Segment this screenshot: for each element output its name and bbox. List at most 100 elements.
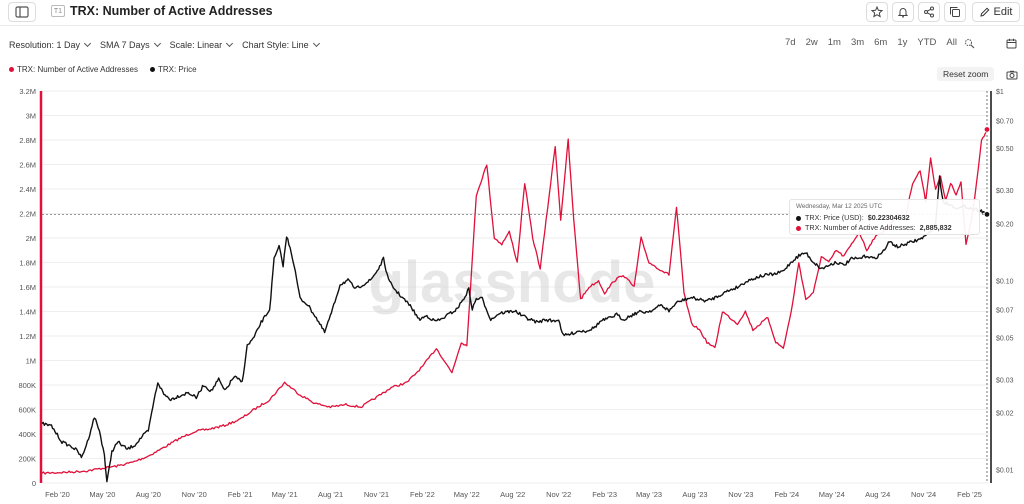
y-right-tick-label: $0.02 (996, 411, 1014, 418)
reset-zoom-button[interactable]: Reset zoom (937, 67, 995, 81)
x-tick-label: Feb '22 (410, 490, 435, 499)
y-left-tick-label: 3M (26, 112, 36, 121)
x-tick-label: May '24 (819, 490, 845, 499)
series-line-price (41, 175, 990, 483)
x-tick-label: Nov '21 (364, 490, 389, 499)
watermark: glassnode (369, 250, 656, 315)
edit-label: Edit (993, 6, 1013, 18)
share-icon[interactable] (918, 2, 940, 22)
hover-point-price (983, 211, 991, 218)
y-right-tick-label: $0.10 (996, 278, 1014, 285)
y-left-tick-label: 1.6M (19, 283, 36, 292)
x-tick-label: Nov '23 (728, 490, 753, 499)
y-right-tick-label: $0.03 (996, 377, 1014, 384)
x-tick-label: May '21 (272, 490, 298, 499)
y-left-tick-label: 1.4M (19, 308, 36, 317)
star-icon[interactable] (866, 2, 888, 22)
right-axis: $0.01 $0.02 $0.03 $0.05 $0.07 $0.10 $0.20 $0.30… (990, 89, 1014, 483)
y-right-tick-label: $0.20 (996, 221, 1014, 228)
y-left-tick-label: 400K (18, 430, 36, 439)
chevron-down-icon (84, 39, 92, 48)
chart-style-dropdown[interactable]: Chart Style: Line (242, 38, 320, 52)
chart-controls: Resolution: 1 Day SMA 7 Days Scale: Line… (9, 38, 320, 52)
top-bar: T1 TRX: Number of Active Addresses Edit (0, 0, 1024, 26)
x-tick-label: Feb '20 (45, 490, 70, 499)
tooltip-dot-addresses (796, 225, 801, 231)
y-left-tick-label: 1M (26, 357, 36, 366)
series-line-addresses (41, 129, 990, 475)
y-left-tick-label: 200K (18, 455, 36, 464)
series (41, 129, 990, 483)
left-axis: 0 200K 400K 600K 800K 1M 1.2M 1.4M 1.6M 1.8M 2M 2.2… (18, 87, 43, 488)
edit-button[interactable]: Edit (972, 2, 1020, 22)
y-right-tick-label: $0.05 (996, 335, 1014, 342)
tooltip-addr-label: TRX: Number of Active Addresses: (805, 223, 916, 232)
tooltip-addr-value: 2,885,832 (919, 223, 952, 232)
chart-legend: TRX: Number of Active Addresses TRX: Pri… (9, 65, 197, 74)
tooltip-price-value: $0.22304632 (867, 213, 910, 222)
y-left-tick-label: 2.6M (19, 161, 36, 170)
tooltip-date: Wednesday, Mar 12 2025 UTC (796, 203, 883, 210)
chart-area[interactable]: 0 200K 400K 600K 800K 1M 1.2M 1.4M 1.6M 1.8M 2M 2.2… (0, 84, 1024, 504)
y-left-tick-label: 1.8M (19, 259, 36, 268)
range-7d[interactable]: 7d (785, 37, 796, 48)
tooltip-row-addresses: TRX: Number of Active Addresses: 2,885,8… (796, 223, 973, 233)
y-left-tick-label: 800K (18, 381, 36, 390)
sma-dropdown[interactable]: SMA 7 Days (100, 38, 161, 52)
y-left-tick-label: 3.2M (19, 87, 36, 96)
range-all[interactable]: All (946, 37, 957, 48)
bell-icon[interactable] (892, 2, 914, 22)
range-2w[interactable]: 2w (805, 37, 818, 48)
tooltip-dot-price (796, 215, 801, 221)
legend-item-price[interactable]: TRX: Price (149, 65, 197, 74)
legend-label-addresses: TRX: Number of Active Addresses (17, 65, 138, 74)
range-3m[interactable]: 3m (850, 37, 865, 48)
x-tick-label: Aug '24 (865, 490, 890, 499)
tier-badge: T1 (51, 5, 65, 17)
copy-icon[interactable] (944, 2, 966, 22)
y-right-tick-label: $1 (996, 89, 1004, 96)
range-ytd[interactable]: YTD (917, 37, 937, 48)
zoom-select-icon[interactable] (962, 36, 978, 50)
page-title: TRX: Number of Active Addresses (70, 4, 273, 18)
scale-dropdown[interactable]: Scale: Linear (169, 38, 234, 52)
range-1m[interactable]: 1m (827, 37, 841, 48)
resolution-label: Resolution: 1 Day (9, 40, 81, 50)
chart-style-label: Chart Style: Line (242, 40, 309, 50)
y-left-tick-label: 600K (18, 406, 36, 415)
range-6m[interactable]: 6m (874, 37, 888, 48)
y-right-tick-label: $0.07 (996, 308, 1014, 315)
y-left-tick-label: 2.8M (19, 136, 36, 145)
y-left-tick-label: 2.2M (19, 210, 36, 219)
x-tick-label: Nov '22 (546, 490, 571, 499)
pencil-icon (979, 7, 989, 17)
x-tick-label: May '20 (89, 490, 115, 499)
y-right-tick-label: $0.70 (996, 118, 1014, 125)
legend-dot-addresses (9, 67, 14, 72)
range-selector: 7d 2w 1m 3m 6m 1y YTD All (780, 36, 978, 50)
y-left-tick-label: 1.2M (19, 332, 36, 341)
x-tick-label: Aug '21 (318, 490, 343, 499)
legend-item-addresses[interactable]: TRX: Number of Active Addresses (9, 65, 138, 74)
calendar-icon[interactable] (1004, 36, 1018, 50)
tooltip-price-label: TRX: Price (USD): (805, 213, 864, 222)
tooltip-row-price: TRX: Price (USD): $0.22304632 (796, 213, 973, 223)
resolution-dropdown[interactable]: Resolution: 1 Day (9, 38, 92, 52)
x-tick-label: Aug '23 (682, 490, 707, 499)
x-axis: Feb '20 May '20 Aug '20 Nov '20 Feb '21 May '… (45, 490, 982, 499)
hover-point-addresses (983, 126, 991, 133)
chevron-down-icon (226, 39, 234, 48)
y-left-tick-label: 0 (32, 479, 36, 488)
camera-icon[interactable] (1006, 68, 1018, 80)
x-tick-label: Feb '23 (592, 490, 617, 499)
x-tick-label: Feb '21 (228, 490, 253, 499)
x-tick-label: Aug '22 (500, 490, 525, 499)
scale-label: Scale: Linear (169, 40, 223, 50)
chevron-down-icon (153, 39, 161, 48)
range-1y[interactable]: 1y (897, 37, 908, 48)
sidebar-toggle-icon[interactable] (8, 2, 36, 22)
y-right-tick-label: $0.50 (996, 146, 1014, 153)
x-tick-label: May '22 (454, 490, 480, 499)
chevron-down-icon (312, 39, 320, 48)
legend-dot-price (149, 67, 155, 72)
